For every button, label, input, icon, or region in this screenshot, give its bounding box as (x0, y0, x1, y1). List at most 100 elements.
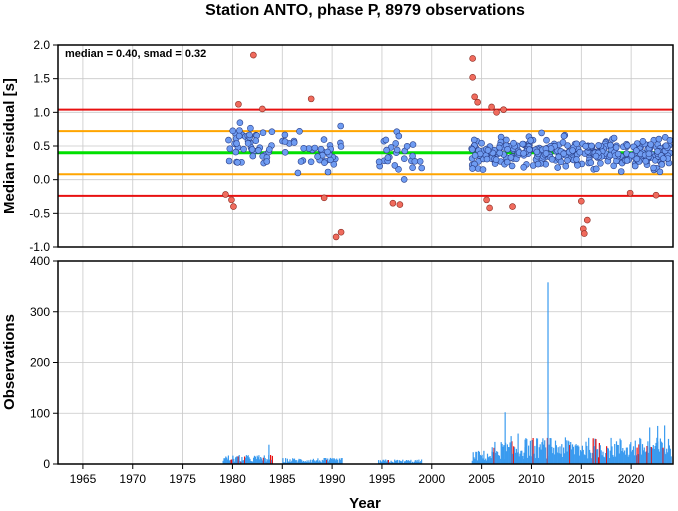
x-tick-label: 2000 (418, 472, 445, 486)
median-smad-annotation: median = 0.40, smad = 0.32 (65, 48, 206, 60)
observation-bar (626, 447, 628, 464)
observation-bar (608, 458, 610, 464)
residual-point (559, 139, 567, 146)
observation-bar (588, 437, 590, 464)
observation-bar (509, 442, 511, 464)
observation-bar (657, 425, 659, 464)
observation-bar (528, 445, 530, 464)
residual-point (548, 156, 556, 163)
observation-bar (668, 445, 670, 464)
observation-bar (492, 452, 494, 464)
residual-point (508, 162, 516, 170)
observation-bar (223, 458, 225, 464)
residual-point (229, 127, 236, 135)
residual-point (297, 158, 305, 165)
observation-bar (263, 455, 265, 464)
observation-bar (521, 450, 523, 464)
observation-bar (399, 460, 401, 464)
observation-bar (645, 451, 647, 464)
residual-y-ticks: -1.0 -0.5 0.0 0.5 1.0 1.5 2.0 (29, 38, 58, 254)
observation-bar (525, 438, 527, 464)
observation-bar (528, 455, 531, 464)
observation-bar (338, 458, 340, 464)
observation-bar (320, 462, 322, 464)
residual-point (247, 124, 254, 132)
observation-bar (339, 459, 341, 464)
observation-bar (501, 443, 503, 464)
observation-bar (295, 460, 297, 464)
residual-point (337, 143, 345, 150)
observation-bar (560, 453, 562, 464)
observation-bar (642, 450, 644, 464)
observation-bar (598, 443, 600, 464)
residual-point (296, 128, 303, 135)
observation-bar (627, 456, 629, 464)
observation-bar (578, 446, 580, 464)
observation-bar (410, 459, 412, 464)
outlier-point (577, 197, 585, 205)
observation-bar (241, 457, 243, 464)
observation-bar (282, 458, 284, 464)
observation-bar (583, 454, 585, 464)
observation-bar (249, 458, 251, 464)
observation-bar (270, 455, 272, 464)
observation-panel-grid (58, 260, 673, 465)
observation-bar (507, 447, 509, 464)
observation-bar (658, 449, 660, 464)
residual-point (645, 150, 653, 158)
observation-bar (549, 438, 551, 464)
residual-y-axis-label: Median residual [s] (1, 78, 18, 214)
observation-bar (484, 459, 486, 464)
observation-bar (471, 460, 473, 464)
observation-bar (546, 437, 548, 464)
observation-bar (253, 457, 255, 464)
observation-bar (384, 461, 386, 464)
observation-bar (290, 462, 292, 464)
observation-bar (544, 440, 546, 464)
observation-bar (589, 449, 591, 464)
observation-bar (398, 460, 400, 464)
outlier-point (222, 191, 229, 198)
observation-bar (570, 442, 572, 464)
residual-point (564, 157, 571, 164)
residual-point (610, 134, 618, 142)
observation-bar (319, 460, 321, 464)
residual-point (527, 137, 534, 144)
residual-point (393, 146, 401, 154)
observation-bar (473, 457, 475, 464)
observation-bar (300, 459, 302, 464)
observation-bar (413, 461, 415, 464)
observation-bar (222, 460, 224, 464)
observation-bar (495, 452, 497, 464)
observation-bar (622, 448, 624, 464)
observation-bar (324, 458, 326, 464)
outlier-point (486, 204, 493, 212)
observation-bar (268, 444, 270, 464)
observation-bar (271, 455, 273, 464)
residual-point (639, 138, 647, 145)
residual-point (327, 156, 334, 164)
outlier-point (250, 51, 257, 59)
observation-bar (599, 445, 601, 464)
residual-point (542, 150, 550, 157)
residual-point (290, 139, 298, 146)
observation-bar (381, 461, 383, 464)
observation-bar (592, 438, 594, 464)
observation-bar (654, 446, 656, 464)
y-tick-label: 0.5 (33, 139, 50, 153)
residual-point (225, 136, 232, 144)
residual-point (471, 152, 479, 159)
residual-point (265, 146, 273, 153)
observation-bar (609, 450, 611, 464)
residual-point (391, 162, 399, 169)
observation-bar (526, 439, 528, 464)
observation-bar (472, 452, 474, 464)
observation-bar (266, 459, 268, 464)
residual-point (533, 148, 541, 156)
outlier-point (469, 55, 476, 62)
residual-point (592, 152, 600, 160)
residual-point (666, 137, 674, 144)
observation-bar (477, 460, 479, 464)
observation-bar (479, 454, 481, 464)
observation-bar (556, 452, 558, 464)
